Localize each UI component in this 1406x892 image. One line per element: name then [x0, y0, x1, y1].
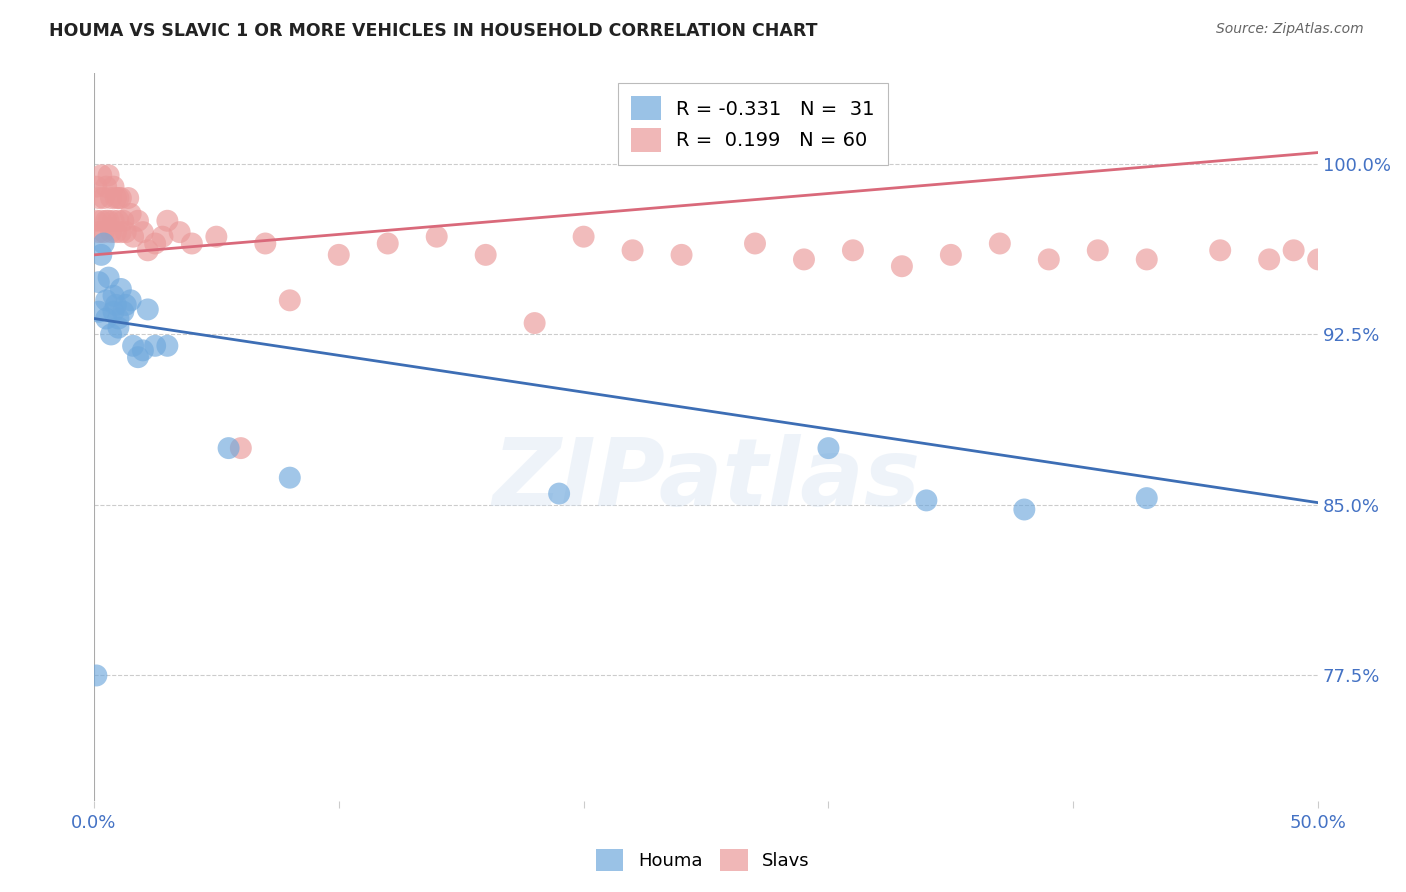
Point [104, 191, 127, 205]
Point [152, 229, 174, 244]
Point [817, 441, 839, 455]
Point [114, 298, 136, 312]
Point [87, 225, 110, 239]
Legend: Houma, Slavs: Houma, Slavs [589, 842, 817, 879]
Point [103, 304, 125, 318]
Point [1014, 502, 1036, 516]
Point [100, 191, 122, 205]
Point [93, 191, 115, 205]
Point [86, 668, 108, 682]
Point [127, 350, 149, 364]
Point [87, 275, 110, 289]
Point [114, 225, 136, 239]
Point [205, 229, 228, 244]
Point [744, 236, 766, 251]
Point [86, 179, 108, 194]
Point [120, 293, 142, 308]
Point [988, 236, 1011, 251]
Point [96, 179, 118, 194]
Point [100, 327, 122, 342]
Point [621, 244, 644, 258]
Point [1136, 252, 1159, 267]
Point [156, 339, 179, 353]
Point [107, 191, 129, 205]
Point [793, 252, 815, 267]
Point [110, 225, 132, 239]
Point [939, 248, 962, 262]
Point [278, 293, 301, 308]
Point [104, 298, 127, 312]
Point [120, 207, 142, 221]
Point [915, 493, 938, 508]
Point [474, 248, 496, 262]
Point [107, 213, 129, 227]
Point [143, 236, 166, 251]
Point [103, 289, 125, 303]
Point [100, 225, 122, 239]
Point [218, 441, 240, 455]
Point [278, 471, 301, 485]
Point [143, 339, 166, 353]
Point [156, 213, 179, 227]
Text: HOUMA VS SLAVIC 1 OR MORE VEHICLES IN HOUSEHOLD CORRELATION CHART: HOUMA VS SLAVIC 1 OR MORE VEHICLES IN HO… [49, 22, 818, 40]
Point [87, 191, 110, 205]
Point [97, 213, 120, 227]
Point [169, 225, 191, 239]
Text: ZIPatlas: ZIPatlas [492, 434, 920, 526]
Point [1136, 491, 1159, 505]
Point [103, 213, 125, 227]
Point [87, 304, 110, 318]
Point [328, 248, 350, 262]
Point [1038, 252, 1060, 267]
Point [890, 259, 912, 273]
Point [93, 236, 115, 251]
Point [132, 343, 155, 358]
Point [1209, 244, 1232, 258]
Point [97, 169, 120, 183]
Point [136, 244, 159, 258]
Point [107, 311, 129, 326]
Point [86, 213, 108, 227]
Point [1087, 244, 1109, 258]
Point [229, 441, 252, 455]
Point [110, 191, 132, 205]
Point [90, 169, 112, 183]
Point [842, 244, 865, 258]
Point [107, 320, 129, 334]
Point [96, 213, 118, 227]
Point [93, 225, 115, 239]
Point [104, 225, 127, 239]
Point [136, 302, 159, 317]
Text: Source: ZipAtlas.com: Source: ZipAtlas.com [1216, 22, 1364, 37]
Point [426, 229, 449, 244]
Point [572, 229, 595, 244]
Point [671, 248, 693, 262]
Point [117, 191, 139, 205]
Point [96, 293, 118, 308]
Point [97, 270, 120, 285]
Point [122, 229, 145, 244]
Point [90, 248, 112, 262]
Point [90, 213, 112, 227]
Point [96, 311, 118, 326]
Point [110, 282, 132, 296]
Point [377, 236, 399, 251]
Point [132, 225, 155, 239]
Point [1258, 252, 1281, 267]
Legend: R = -0.331   N =  31, R =  0.199   N = 60: R = -0.331 N = 31, R = 0.199 N = 60 [617, 83, 889, 165]
Point [254, 236, 277, 251]
Point [1282, 244, 1305, 258]
Point [1308, 252, 1330, 267]
Point [112, 213, 135, 227]
Point [103, 179, 125, 194]
Point [180, 236, 202, 251]
Point [127, 213, 149, 227]
Point [122, 339, 145, 353]
Point [548, 486, 571, 500]
Point [112, 304, 135, 318]
Point [523, 316, 546, 330]
